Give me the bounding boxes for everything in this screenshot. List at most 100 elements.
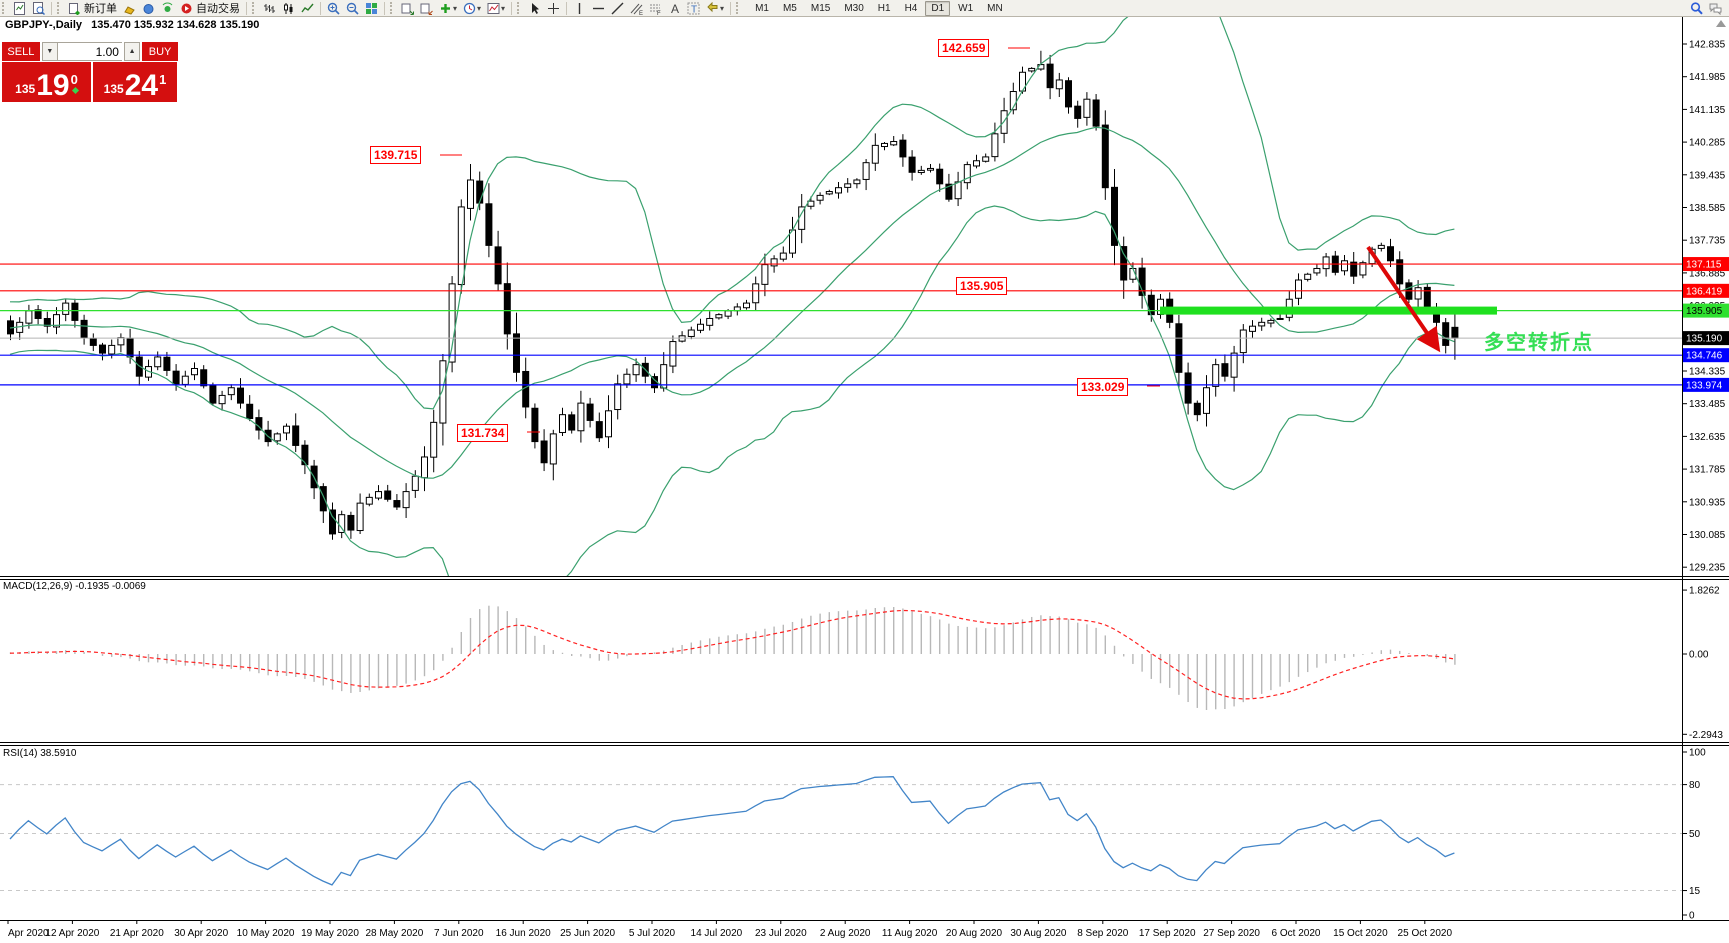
trendline-button[interactable] <box>609 1 626 16</box>
chevron-down-icon[interactable]: ▾ <box>477 3 482 13</box>
candlestick-chart-icon[interactable] <box>282 2 295 15</box>
profiles-icon[interactable] <box>32 1 45 15</box>
sell-button[interactable]: SELL <box>2 42 40 61</box>
arrows-shapes-icon[interactable] <box>706 1 719 15</box>
cursor-icon[interactable] <box>528 2 541 15</box>
main-price-panel[interactable] <box>7 0 1459 661</box>
new-chart-button[interactable] <box>11 1 28 16</box>
horizontal-line-button[interactable] <box>590 1 607 16</box>
crosshair-icon[interactable] <box>547 2 560 15</box>
indicators-add-button[interactable]: ▾ <box>437 1 459 16</box>
periods-icon[interactable] <box>463 2 476 15</box>
bid-price-button[interactable]: 135 19 0 <box>2 62 91 102</box>
chat-button[interactable] <box>1707 1 1724 16</box>
volume-input[interactable] <box>57 42 122 61</box>
bar-chart-icon[interactable] <box>263 2 276 15</box>
new-order-button[interactable]: 新订单 <box>84 3 117 15</box>
macd-panel[interactable]: 1.8262 0.00 -2.2943 <box>9 586 1723 741</box>
cursor-button[interactable] <box>526 1 543 16</box>
support-band[interactable] <box>1160 306 1497 315</box>
price-callout-139.715[interactable]: 139.715 <box>370 146 422 164</box>
equidistant-channel-icon[interactable]: E <box>630 2 643 15</box>
vertical-line-icon[interactable] <box>573 2 586 15</box>
search-button[interactable] <box>1688 1 1705 16</box>
fibonacci-button[interactable]: F <box>647 1 664 16</box>
tab-timeframe-w1[interactable]: W1 <box>958 2 974 14</box>
crosshair-button[interactable] <box>545 1 562 16</box>
navigator-icon[interactable] <box>161 2 174 15</box>
zoom-in-button[interactable] <box>325 1 342 16</box>
trendline-icon[interactable] <box>611 2 624 15</box>
horizontal-line-icon[interactable] <box>592 2 605 15</box>
tile-windows-button[interactable] <box>363 1 380 16</box>
zoom-in-icon[interactable] <box>327 2 340 15</box>
ask-price-button[interactable]: 135 24 1 <box>93 62 177 102</box>
text-label-button[interactable]: T <box>685 1 702 16</box>
tab-timeframe-m5[interactable]: M5 <box>782 2 797 14</box>
equidistant-channel-button[interactable]: E <box>628 1 645 16</box>
price-callout-142.659[interactable]: 142.659 <box>938 39 990 57</box>
price-callout-133.029[interactable]: 133.029 <box>1077 378 1129 396</box>
autotrading-button[interactable]: 自动交易 <box>178 1 242 16</box>
fibonacci-icon[interactable]: F <box>649 2 662 15</box>
tab-timeframe-m15[interactable]: M15 <box>810 2 831 14</box>
price-axis[interactable]: 142.835 141.985 141.135 140.285 139.435 138.5… <box>1682 40 1729 574</box>
profiles-button[interactable] <box>30 1 47 16</box>
tab-timeframe-m30[interactable]: M30 <box>844 2 864 14</box>
new-chart-icon[interactable] <box>13 1 26 15</box>
tile-windows-icon[interactable] <box>365 2 378 15</box>
text-icon[interactable]: A <box>668 2 681 15</box>
chart-shift-button[interactable] <box>418 1 435 16</box>
periods-button[interactable]: ▾ <box>461 1 483 16</box>
vertical-line-button[interactable] <box>571 1 588 16</box>
chart-annotation-text[interactable]: 多空转折点 <box>1484 332 1594 354</box>
rsi-panel[interactable]: 80 50 15 100 0 <box>0 748 1706 922</box>
price-callout-135.905[interactable]: 135.905 <box>956 277 1008 295</box>
autotrading-icon[interactable] <box>180 2 193 15</box>
scroll-marker-icon[interactable] <box>1716 20 1726 27</box>
tab-timeframe-mn[interactable]: MN <box>987 2 1003 14</box>
autotrading-button[interactable]: 自动交易 <box>196 3 240 15</box>
zoom-out-button[interactable] <box>344 1 361 16</box>
navigator-button[interactable] <box>159 1 176 16</box>
tab-timeframe-h1[interactable]: H1 <box>877 2 891 14</box>
svg-text:137.115: 137.115 <box>1686 260 1722 271</box>
arrows-shapes-button[interactable]: ▾ <box>704 1 726 16</box>
symbol-ohlc-line: GBPJPY-,Daily 135.470 135.932 134.628 13… <box>5 19 259 31</box>
tab-timeframe-d1[interactable]: D1 <box>925 0 951 16</box>
buy-button[interactable]: BUY <box>142 42 179 61</box>
chevron-down-icon[interactable]: ▾ <box>453 3 458 13</box>
price-callout-131.734[interactable]: 131.734 <box>457 424 509 442</box>
market-watch-button[interactable] <box>121 1 138 16</box>
auto-arrange-icon[interactable] <box>401 2 414 15</box>
bar-chart-button[interactable] <box>261 1 278 16</box>
chart-shift-icon[interactable] <box>420 2 433 15</box>
data-window-button[interactable] <box>140 1 157 16</box>
line-chart-button[interactable] <box>299 1 316 16</box>
auto-arrange-button[interactable] <box>399 1 416 16</box>
toolbar-right-group <box>1687 1 1725 16</box>
search-icon[interactable] <box>1690 1 1703 15</box>
zoom-out-icon[interactable] <box>346 2 359 15</box>
text-label-icon[interactable]: T <box>687 2 700 15</box>
line-chart-icon[interactable] <box>301 2 314 15</box>
volume-increase-button[interactable]: ▲ <box>123 42 141 61</box>
market-watch-icon[interactable] <box>123 2 136 15</box>
chevron-down-icon[interactable]: ▾ <box>720 3 725 13</box>
templates-icon[interactable] <box>487 2 500 15</box>
new-order-button[interactable]: 新订单 <box>66 1 119 16</box>
new-order-icon[interactable] <box>68 2 81 15</box>
chat-icon[interactable] <box>1709 2 1722 15</box>
chevron-down-icon[interactable]: ▾ <box>501 3 506 13</box>
tab-timeframe-h4[interactable]: H4 <box>904 2 918 14</box>
tab-timeframe-m1[interactable]: M1 <box>755 2 769 14</box>
volume-decrease-button[interactable]: ▼ <box>41 42 58 61</box>
trend-arrow[interactable] <box>1366 245 1441 353</box>
indicators-add-icon[interactable] <box>439 2 452 15</box>
candlestick-chart-button[interactable] <box>280 1 297 16</box>
text-button[interactable]: A <box>666 1 683 16</box>
data-window-icon[interactable] <box>142 2 155 15</box>
templates-button[interactable]: ▾ <box>485 1 507 16</box>
